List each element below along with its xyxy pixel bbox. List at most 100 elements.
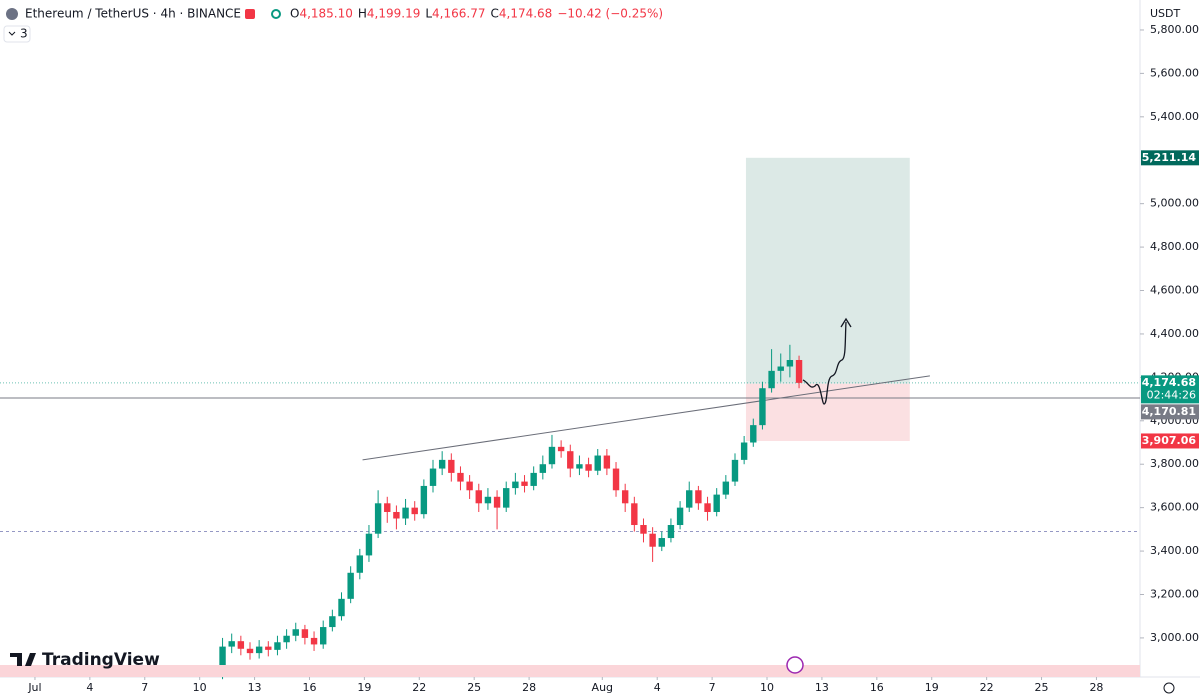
candle-body <box>265 646 272 650</box>
candle-body <box>374 503 382 534</box>
candle-body <box>640 525 647 534</box>
candle-body <box>612 468 620 491</box>
candle-body <box>704 503 711 512</box>
x-tick-label: 22 <box>980 681 994 694</box>
price-marker <box>1141 404 1199 420</box>
x-tick-label: 22 <box>412 681 426 694</box>
trendline <box>362 375 930 461</box>
price-marker-label: 5,211.14 <box>1142 151 1197 164</box>
candle-body <box>347 572 354 599</box>
symbol-title: Ethereum / TetherUS · 4h · BINANCE <box>25 7 241 21</box>
candle-body <box>466 481 473 491</box>
candle-body <box>530 472 537 486</box>
profit-zone <box>745 157 910 384</box>
candle-body <box>603 455 611 469</box>
candle-body <box>713 494 720 512</box>
candle-body <box>795 359 803 383</box>
candle-body <box>255 646 263 654</box>
candle-body <box>320 627 327 645</box>
x-tick-label: 25 <box>467 681 481 694</box>
candle-body <box>740 442 748 460</box>
ohlc-value: 4,166.77 <box>432 7 485 21</box>
x-tick-label: 10 <box>760 681 774 694</box>
candle-body <box>676 507 684 526</box>
x-tick-label: 7 <box>709 681 716 694</box>
y-tick-label: 5,000.00 <box>1150 197 1199 210</box>
candle-body <box>695 490 702 504</box>
settings-icon[interactable] <box>1163 682 1175 694</box>
ohlc-label: O <box>290 7 299 21</box>
currency[interactable]: USDT <box>1150 7 1181 20</box>
x-tick-label: 19 <box>357 681 371 694</box>
y-tick-label: 3,200.00 <box>1150 587 1199 600</box>
candle-body <box>759 388 766 426</box>
candle-body <box>777 366 784 371</box>
candle-body <box>621 490 629 504</box>
candle-body <box>228 641 235 647</box>
ohlc-label: L <box>425 7 432 21</box>
projection-path <box>802 321 847 405</box>
candle-body <box>329 616 336 628</box>
x-tick-label: 4 <box>86 681 93 694</box>
candle-body <box>576 464 583 469</box>
candle-body <box>768 370 775 389</box>
x-tick-label: 16 <box>302 681 316 694</box>
x-tick-label: Jul <box>27 681 41 694</box>
ohlc-label: C <box>490 7 498 21</box>
candle-body <box>548 446 556 465</box>
candle-body <box>667 525 675 539</box>
y-tick-label: 4,600.00 <box>1150 284 1199 297</box>
y-tick-label: 3,400.00 <box>1150 544 1199 557</box>
candle-body <box>631 503 638 526</box>
candle-body <box>658 538 665 547</box>
candle-body <box>786 359 794 367</box>
ohlc-value: 4,185.10 <box>299 7 352 21</box>
candle-body <box>649 533 656 547</box>
x-tick-label: 13 <box>815 681 829 694</box>
candle-body <box>567 451 574 469</box>
x-tick-label: 7 <box>141 681 148 694</box>
candle-body <box>539 464 547 473</box>
indicator-toggle[interactable] <box>3 25 31 43</box>
price-marker-label: 4,170.81 <box>1142 405 1196 418</box>
header-bg <box>0 0 600 44</box>
ohlc-value: 4,174.68 <box>499 7 552 21</box>
y-tick-label: 5,600.00 <box>1150 66 1199 79</box>
candle-body <box>283 635 290 643</box>
candle-body <box>448 459 455 473</box>
x-tick-label: 25 <box>1035 681 1049 694</box>
price-marker <box>1141 433 1199 449</box>
candle-body <box>310 637 318 645</box>
ohlc-label: H <box>358 7 367 21</box>
candle-body <box>237 641 245 649</box>
brand-name: TradingView <box>42 650 160 670</box>
candle-body <box>411 507 418 515</box>
x-tick-label: 28 <box>1089 681 1103 694</box>
events-icon[interactable] <box>786 656 804 674</box>
y-tick-label: 4,800.00 <box>1150 240 1199 253</box>
candle-body <box>338 598 345 617</box>
price-countdown: 02:44:26 <box>1147 388 1196 401</box>
price-marker <box>1141 375 1199 404</box>
candle-body <box>438 459 446 469</box>
candle-body <box>274 642 281 650</box>
candle-body <box>557 446 565 452</box>
x-tick-label: 16 <box>870 681 884 694</box>
y-tick-label: 4,400.00 <box>1150 327 1199 340</box>
x-tick-label: 19 <box>925 681 939 694</box>
ohlc-value: 4,199.19 <box>367 7 420 21</box>
candle-body <box>402 507 409 519</box>
indicator-count: 3 <box>20 27 28 41</box>
ohlc-value: −10.42 (−0.25%) <box>557 7 663 21</box>
ohlc-legend: O 4,185.10 H 4,199.19 L 4,166.77 C 4,174.68 −10.… <box>290 7 663 21</box>
candle-body <box>301 629 309 638</box>
x-tick-label: 13 <box>248 681 262 694</box>
y-tick-label: 5,400.00 <box>1150 110 1199 123</box>
flag-icon[interactable] <box>245 9 255 19</box>
candle-body <box>219 646 226 675</box>
symbol-icon <box>6 8 18 20</box>
candle-body <box>521 481 528 486</box>
candle-body <box>493 496 501 508</box>
